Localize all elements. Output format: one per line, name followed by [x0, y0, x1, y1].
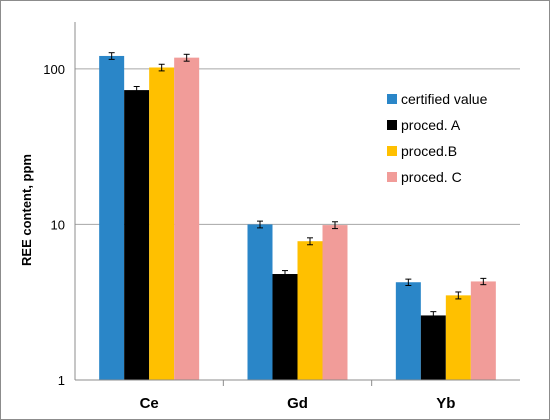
legend-swatch-3	[387, 146, 397, 156]
legend: certified value proced. A proced.B proced. …	[387, 91, 488, 185]
bar-gd-2	[272, 274, 298, 380]
y-tick-label-10: 10	[51, 217, 65, 232]
x-tick-label-ce: Ce	[140, 395, 159, 412]
bar-yb-2	[420, 315, 446, 380]
axes: 1 10 100 Ce Gd Yb	[43, 22, 520, 412]
bar-yb-3	[445, 295, 471, 380]
bar-ce-4	[174, 57, 200, 380]
bar-yb-4	[470, 281, 496, 380]
x-tick-label-gd: Gd	[287, 395, 308, 412]
legend-label-4: proced. C	[401, 169, 462, 185]
y-tick-label-100: 100	[43, 62, 65, 77]
legend-label-2: proced. A	[401, 117, 461, 133]
bar-ce-1	[99, 55, 125, 380]
legend-swatch-1	[387, 94, 397, 104]
legend-label-1: certified value	[401, 91, 488, 107]
error-bars	[108, 52, 487, 320]
bar-yb-1	[395, 282, 421, 380]
legend-swatch-4	[387, 172, 397, 182]
bars	[99, 55, 496, 381]
legend-label-3: proced.B	[401, 143, 457, 159]
legend-swatch-2	[387, 120, 397, 130]
y-axis-label: REE content, ppm	[19, 154, 34, 266]
y-tick-label-1: 1	[58, 373, 65, 388]
bar-gd-1	[247, 224, 273, 380]
x-tick-label-yb: Yb	[436, 395, 455, 412]
bar-gd-3	[297, 241, 323, 380]
bar-gd-4	[322, 225, 348, 380]
bar-ce-2	[124, 90, 150, 380]
bar-ce-3	[149, 67, 175, 381]
